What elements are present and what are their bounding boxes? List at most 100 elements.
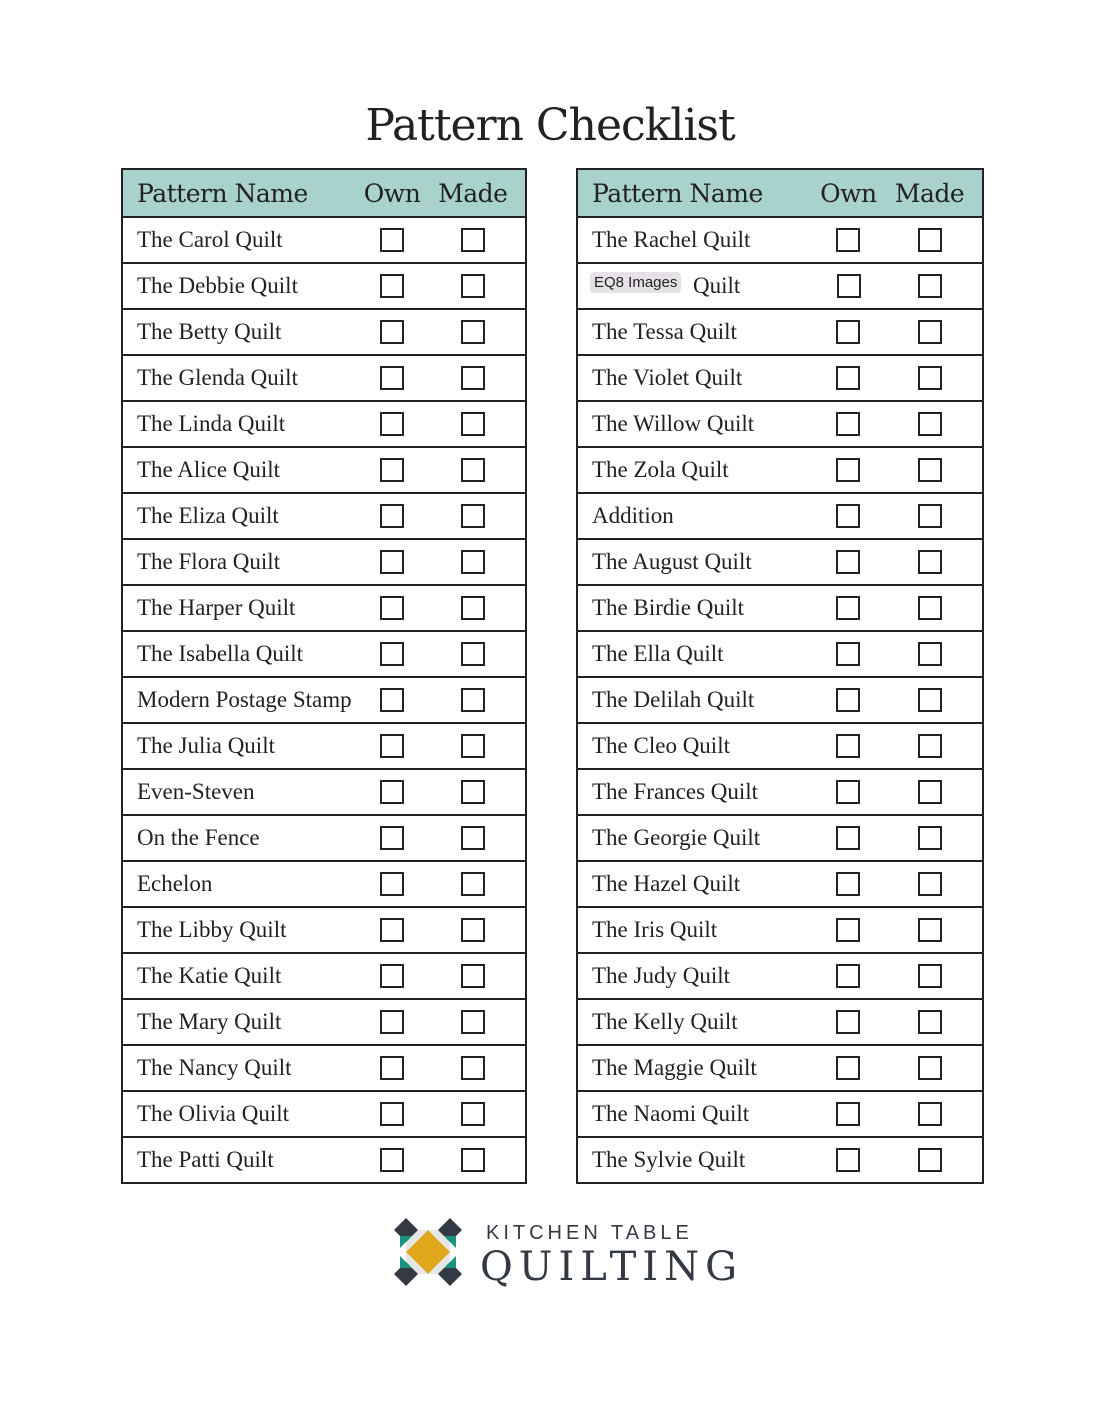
own-checkbox[interactable] <box>836 872 861 896</box>
header-pattern-name: Pattern Name <box>137 178 308 208</box>
own-checkbox[interactable] <box>380 688 405 712</box>
own-checkbox[interactable] <box>380 1056 405 1080</box>
own-checkbox[interactable] <box>380 1010 405 1034</box>
own-checkbox[interactable] <box>380 320 405 344</box>
own-checkbox[interactable] <box>380 642 405 666</box>
made-checkbox[interactable] <box>460 274 485 298</box>
own-checkbox[interactable] <box>380 1102 405 1126</box>
made-checkbox[interactable] <box>917 964 942 988</box>
made-checkbox[interactable] <box>460 1102 485 1126</box>
own-checkbox[interactable] <box>836 228 861 252</box>
own-checkbox[interactable] <box>380 780 405 804</box>
pattern-name: The Flora Quilt <box>137 549 281 574</box>
made-checkbox[interactable] <box>917 1056 942 1080</box>
made-checkbox[interactable] <box>460 412 485 436</box>
made-checkbox[interactable] <box>917 1148 942 1172</box>
made-checkbox[interactable] <box>460 780 485 804</box>
own-checkbox[interactable] <box>836 1148 861 1172</box>
made-checkbox[interactable] <box>917 734 942 758</box>
made-checkbox[interactable] <box>460 918 485 942</box>
own-checkbox[interactable] <box>836 1010 861 1034</box>
made-checkbox[interactable] <box>917 412 942 436</box>
table-row: The Kelly Quilt <box>578 1000 982 1046</box>
made-checkbox[interactable] <box>917 780 942 804</box>
made-checkbox[interactable] <box>917 826 942 850</box>
own-checkbox[interactable] <box>380 458 405 482</box>
pattern-name: The Patti Quilt <box>137 1147 274 1172</box>
own-checkbox[interactable] <box>380 274 405 298</box>
own-checkbox[interactable] <box>836 412 861 436</box>
made-checkbox[interactable] <box>917 550 942 574</box>
own-checkbox[interactable] <box>836 458 861 482</box>
table-row: The Birdie Quilt <box>578 586 982 632</box>
own-checkbox[interactable] <box>380 826 405 850</box>
own-checkbox[interactable] <box>380 1148 405 1172</box>
made-checkbox[interactable] <box>917 918 942 942</box>
made-checkbox[interactable] <box>917 504 942 528</box>
eq8-images-badge[interactable]: EQ8 Images <box>590 272 682 293</box>
table-row: The Eliza Quilt <box>123 494 525 540</box>
made-checkbox[interactable] <box>460 228 485 252</box>
pattern-name: The Birdie Quilt <box>592 595 745 620</box>
own-checkbox[interactable] <box>836 1102 861 1126</box>
made-checkbox[interactable] <box>460 872 485 896</box>
made-checkbox[interactable] <box>917 1102 942 1126</box>
made-checkbox[interactable] <box>460 1010 485 1034</box>
pattern-name: On the Fence <box>137 825 260 850</box>
made-checkbox[interactable] <box>460 1148 485 1172</box>
made-checkbox[interactable] <box>917 1010 942 1034</box>
made-checkbox[interactable] <box>460 458 485 482</box>
own-checkbox[interactable] <box>836 504 861 528</box>
made-checkbox[interactable] <box>460 1056 485 1080</box>
made-checkbox[interactable] <box>917 688 942 712</box>
own-checkbox[interactable] <box>380 366 405 390</box>
made-checkbox[interactable] <box>917 366 942 390</box>
table-header: Pattern Name Own Made <box>123 170 525 218</box>
own-checkbox[interactable] <box>380 872 405 896</box>
made-checkbox[interactable] <box>917 228 942 252</box>
own-checkbox[interactable] <box>836 734 861 758</box>
made-checkbox[interactable] <box>917 274 942 298</box>
made-checkbox[interactable] <box>460 596 485 620</box>
made-checkbox[interactable] <box>917 872 942 896</box>
own-checkbox[interactable] <box>380 504 405 528</box>
own-checkbox[interactable] <box>380 228 405 252</box>
made-checkbox[interactable] <box>917 596 942 620</box>
own-checkbox[interactable] <box>836 596 861 620</box>
made-checkbox[interactable] <box>460 688 485 712</box>
made-checkbox[interactable] <box>460 366 485 390</box>
made-checkbox[interactable] <box>917 320 942 344</box>
pattern-name: The Carol Quilt <box>137 227 283 252</box>
own-checkbox[interactable] <box>836 826 861 850</box>
table-header: Pattern Name Own Made <box>578 170 982 218</box>
own-checkbox[interactable] <box>836 642 861 666</box>
own-checkbox[interactable] <box>380 964 405 988</box>
own-checkbox[interactable] <box>380 918 405 942</box>
own-checkbox[interactable] <box>380 550 405 574</box>
made-checkbox[interactable] <box>917 458 942 482</box>
pattern-name: The Sylvie Quilt <box>592 1147 746 1172</box>
made-checkbox[interactable] <box>917 642 942 666</box>
own-checkbox[interactable] <box>836 320 861 344</box>
own-checkbox[interactable] <box>836 688 861 712</box>
own-checkbox[interactable] <box>836 780 861 804</box>
made-checkbox[interactable] <box>460 826 485 850</box>
own-checkbox[interactable] <box>836 550 861 574</box>
own-checkbox[interactable] <box>836 274 861 298</box>
own-checkbox[interactable] <box>836 918 861 942</box>
own-checkbox[interactable] <box>836 366 861 390</box>
made-checkbox[interactable] <box>460 642 485 666</box>
own-checkbox[interactable] <box>380 734 405 758</box>
own-checkbox[interactable] <box>836 964 861 988</box>
made-checkbox[interactable] <box>460 734 485 758</box>
made-checkbox[interactable] <box>460 550 485 574</box>
made-checkbox[interactable] <box>460 320 485 344</box>
own-checkbox[interactable] <box>836 1056 861 1080</box>
made-checkbox[interactable] <box>460 964 485 988</box>
table-row: Addition <box>578 494 982 540</box>
own-checkbox[interactable] <box>380 412 405 436</box>
own-checkbox[interactable] <box>380 596 405 620</box>
pattern-name: The Glenda Quilt <box>137 365 298 390</box>
made-checkbox[interactable] <box>460 504 485 528</box>
pattern-name: The Isabella Quilt <box>137 641 304 666</box>
